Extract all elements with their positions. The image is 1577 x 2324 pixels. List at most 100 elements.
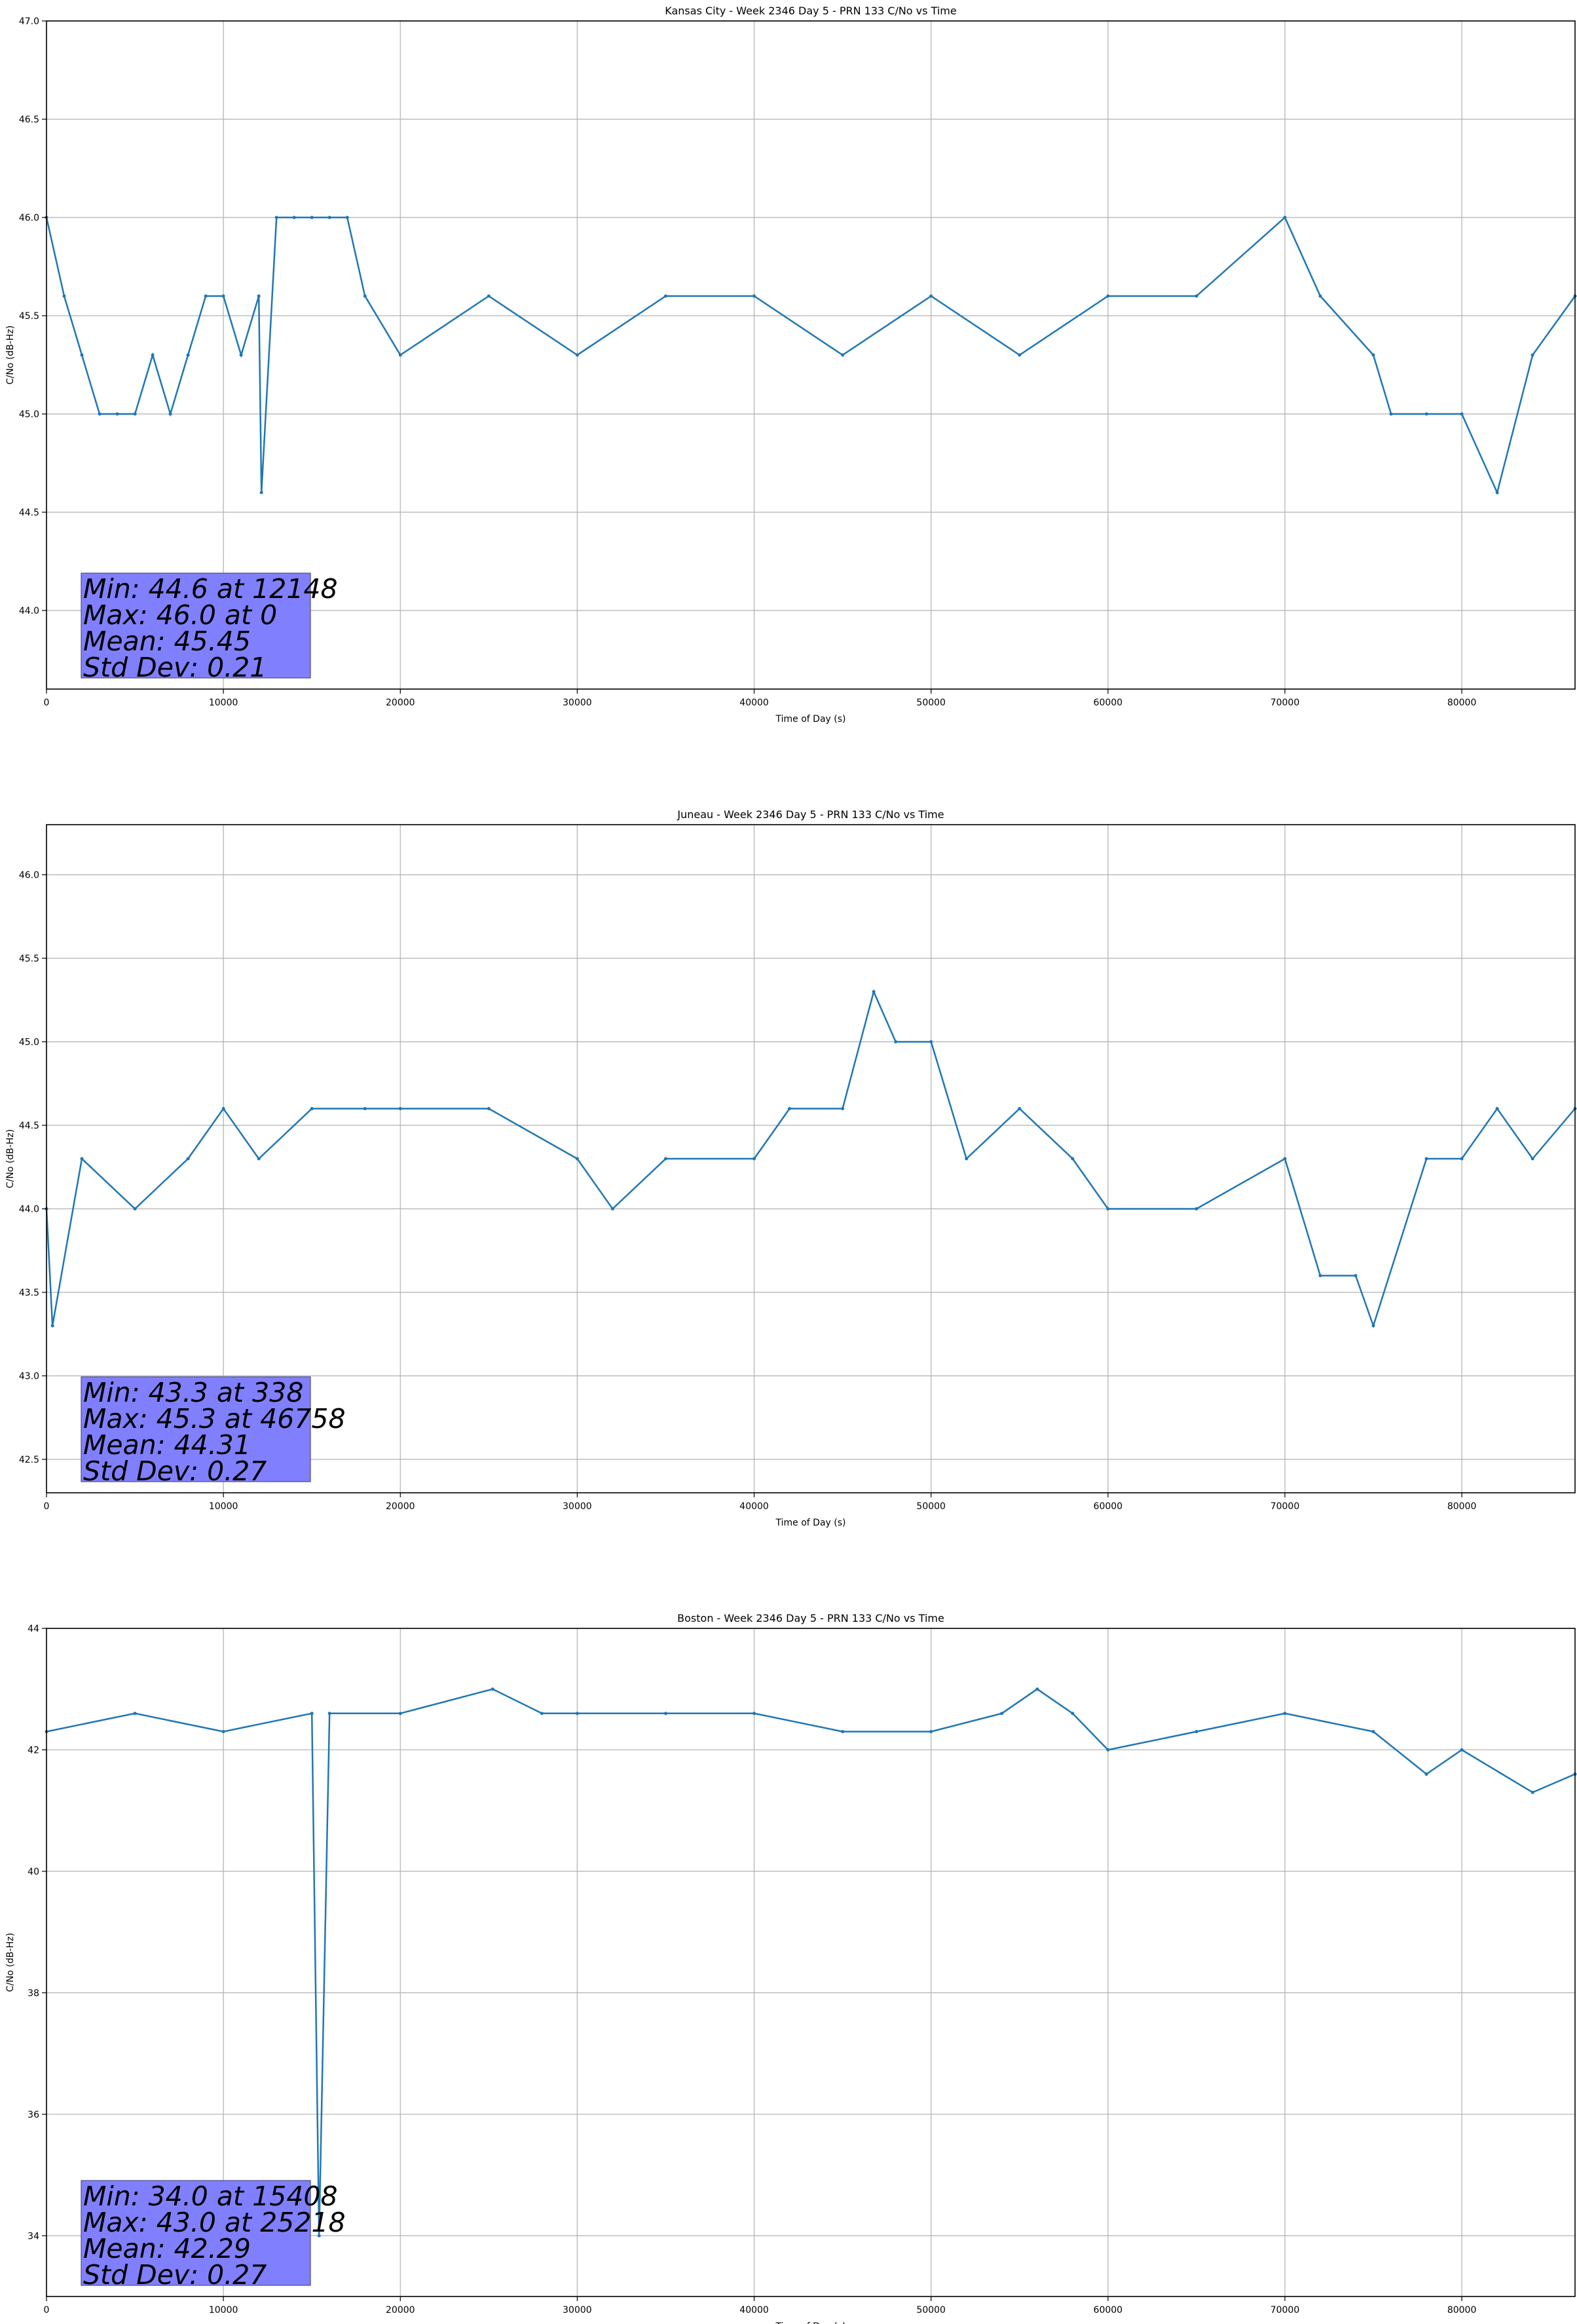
y-tick-label: 46.0 [19, 871, 39, 881]
data-point [1371, 1730, 1375, 1734]
x-tick-label: 50000 [916, 698, 946, 708]
y-axis-label: C/No (dB-Hz) [5, 1933, 16, 1992]
data-point [257, 1157, 261, 1161]
data-point [133, 1712, 137, 1715]
data-point [327, 216, 331, 219]
data-point [841, 1730, 845, 1734]
axes-frame [46, 1628, 1576, 2297]
data-point [1195, 1730, 1198, 1734]
data-point [1283, 1712, 1287, 1715]
y-tick-label: 44.5 [19, 508, 39, 518]
data-point [363, 294, 367, 298]
y-tick-label: 43.5 [19, 1288, 39, 1298]
y-tick-label: 42.5 [19, 1455, 39, 1465]
data-point [259, 491, 263, 495]
data-point [50, 1324, 54, 1328]
x-tick-label: 20000 [386, 698, 415, 708]
y-tick-label: 44.5 [19, 1121, 39, 1131]
y-tick-label: 45.5 [19, 954, 39, 964]
data-point [204, 294, 208, 298]
x-tick-label: 70000 [1271, 1501, 1300, 1512]
x-tick-label: 60000 [1094, 1501, 1123, 1512]
data-point [1106, 294, 1110, 298]
stats-line: Max: 46.0 at 0 [83, 599, 277, 631]
chart-title: Kansas City - Week 2346 Day 5 - PRN 133 … [665, 5, 956, 17]
data-point [1531, 353, 1534, 357]
data-point [1460, 1157, 1464, 1161]
x-tick-label: 70000 [1271, 698, 1300, 708]
chart-0: 0 10000 20000 30000 40000 50000 60000 70000 8000… [5, 5, 1577, 724]
x-tick-label: 80000 [1447, 698, 1477, 708]
x-tick-label: 30000 [563, 698, 592, 708]
data-point [133, 412, 137, 416]
axes-frame [46, 824, 1576, 1493]
data-point [1354, 1274, 1358, 1277]
data-point [1531, 1790, 1534, 1794]
data-point [575, 1712, 579, 1715]
data-point [1195, 1207, 1198, 1210]
data-point [257, 294, 261, 298]
data-point [487, 1107, 491, 1110]
data-point [345, 216, 349, 219]
data-point [575, 1157, 579, 1161]
stats-line: Std Dev: 0.27 [83, 2259, 267, 2291]
y-axis-label: C/No (dB-Hz) [5, 1129, 16, 1188]
data-point [929, 294, 933, 298]
series-line [45, 216, 1576, 495]
data-point [1318, 294, 1322, 298]
data-point [221, 294, 225, 298]
stats-line: Max: 45.3 at 46758 [83, 1403, 346, 1434]
stats-line: Std Dev: 0.21 [83, 652, 267, 683]
data-point [62, 294, 66, 298]
data-point [752, 294, 756, 298]
x-tick-label: 60000 [1094, 2305, 1123, 2315]
data-point [80, 1157, 84, 1161]
stats-line: Mean: 42.29 [83, 2233, 251, 2264]
data-point [1495, 491, 1499, 495]
x-tick-label: 10000 [209, 2305, 238, 2315]
data-point [788, 1107, 792, 1110]
stats-box [81, 572, 311, 679]
data-point [274, 216, 278, 219]
chart-title: Juneau - Week 2346 Day 5 - PRN 133 C/No … [677, 808, 944, 821]
y-tick-label: 44 [28, 1624, 39, 1634]
data-point [398, 1107, 402, 1110]
stats-box [81, 1376, 311, 1482]
y-tick-label: 44.0 [19, 606, 39, 616]
data-point [1424, 1772, 1428, 1776]
data-point [752, 1712, 756, 1715]
y-tick-label: 42 [28, 1745, 39, 1755]
data-point [1460, 412, 1464, 416]
x-axis-label: Time of Day (s) [775, 2321, 846, 2324]
stats-line: Min: 34.0 at 15408 [83, 2181, 338, 2212]
data-point [221, 1107, 225, 1110]
data-point [221, 1730, 225, 1734]
chart-2: 0 10000 20000 30000 40000 50000 60000 70000 8000… [5, 1612, 1577, 2324]
x-tick-label: 40000 [739, 1501, 769, 1512]
data-point [98, 412, 102, 416]
y-tick-label: 44.0 [19, 1205, 39, 1215]
data-point [363, 1107, 367, 1110]
y-tick-label: 36 [28, 2110, 39, 2120]
x-tick-label: 50000 [916, 2305, 946, 2315]
data-point [872, 990, 876, 994]
data-point [292, 216, 296, 219]
y-tick-label: 46.0 [19, 213, 39, 223]
x-tick-label: 70000 [1271, 2305, 1300, 2315]
chart-1: 0 10000 20000 30000 40000 50000 60000 70000 8000… [5, 808, 1577, 1528]
data-point [841, 353, 845, 357]
data-point [929, 1730, 933, 1734]
y-tick-label: 46.5 [19, 115, 39, 125]
y-tick-label: 43.0 [19, 1372, 39, 1382]
x-axis-label: Time of Day (s) [775, 714, 846, 724]
data-point [310, 1712, 314, 1715]
data-point [1071, 1157, 1075, 1161]
data-point [1000, 1712, 1004, 1715]
data-point [80, 353, 84, 357]
x-tick-label: 0 [44, 698, 50, 708]
data-point [398, 1712, 402, 1715]
x-tick-label: 60000 [1094, 698, 1123, 708]
x-tick-label: 40000 [739, 698, 769, 708]
data-point [1371, 353, 1375, 357]
data-point [929, 1040, 933, 1043]
